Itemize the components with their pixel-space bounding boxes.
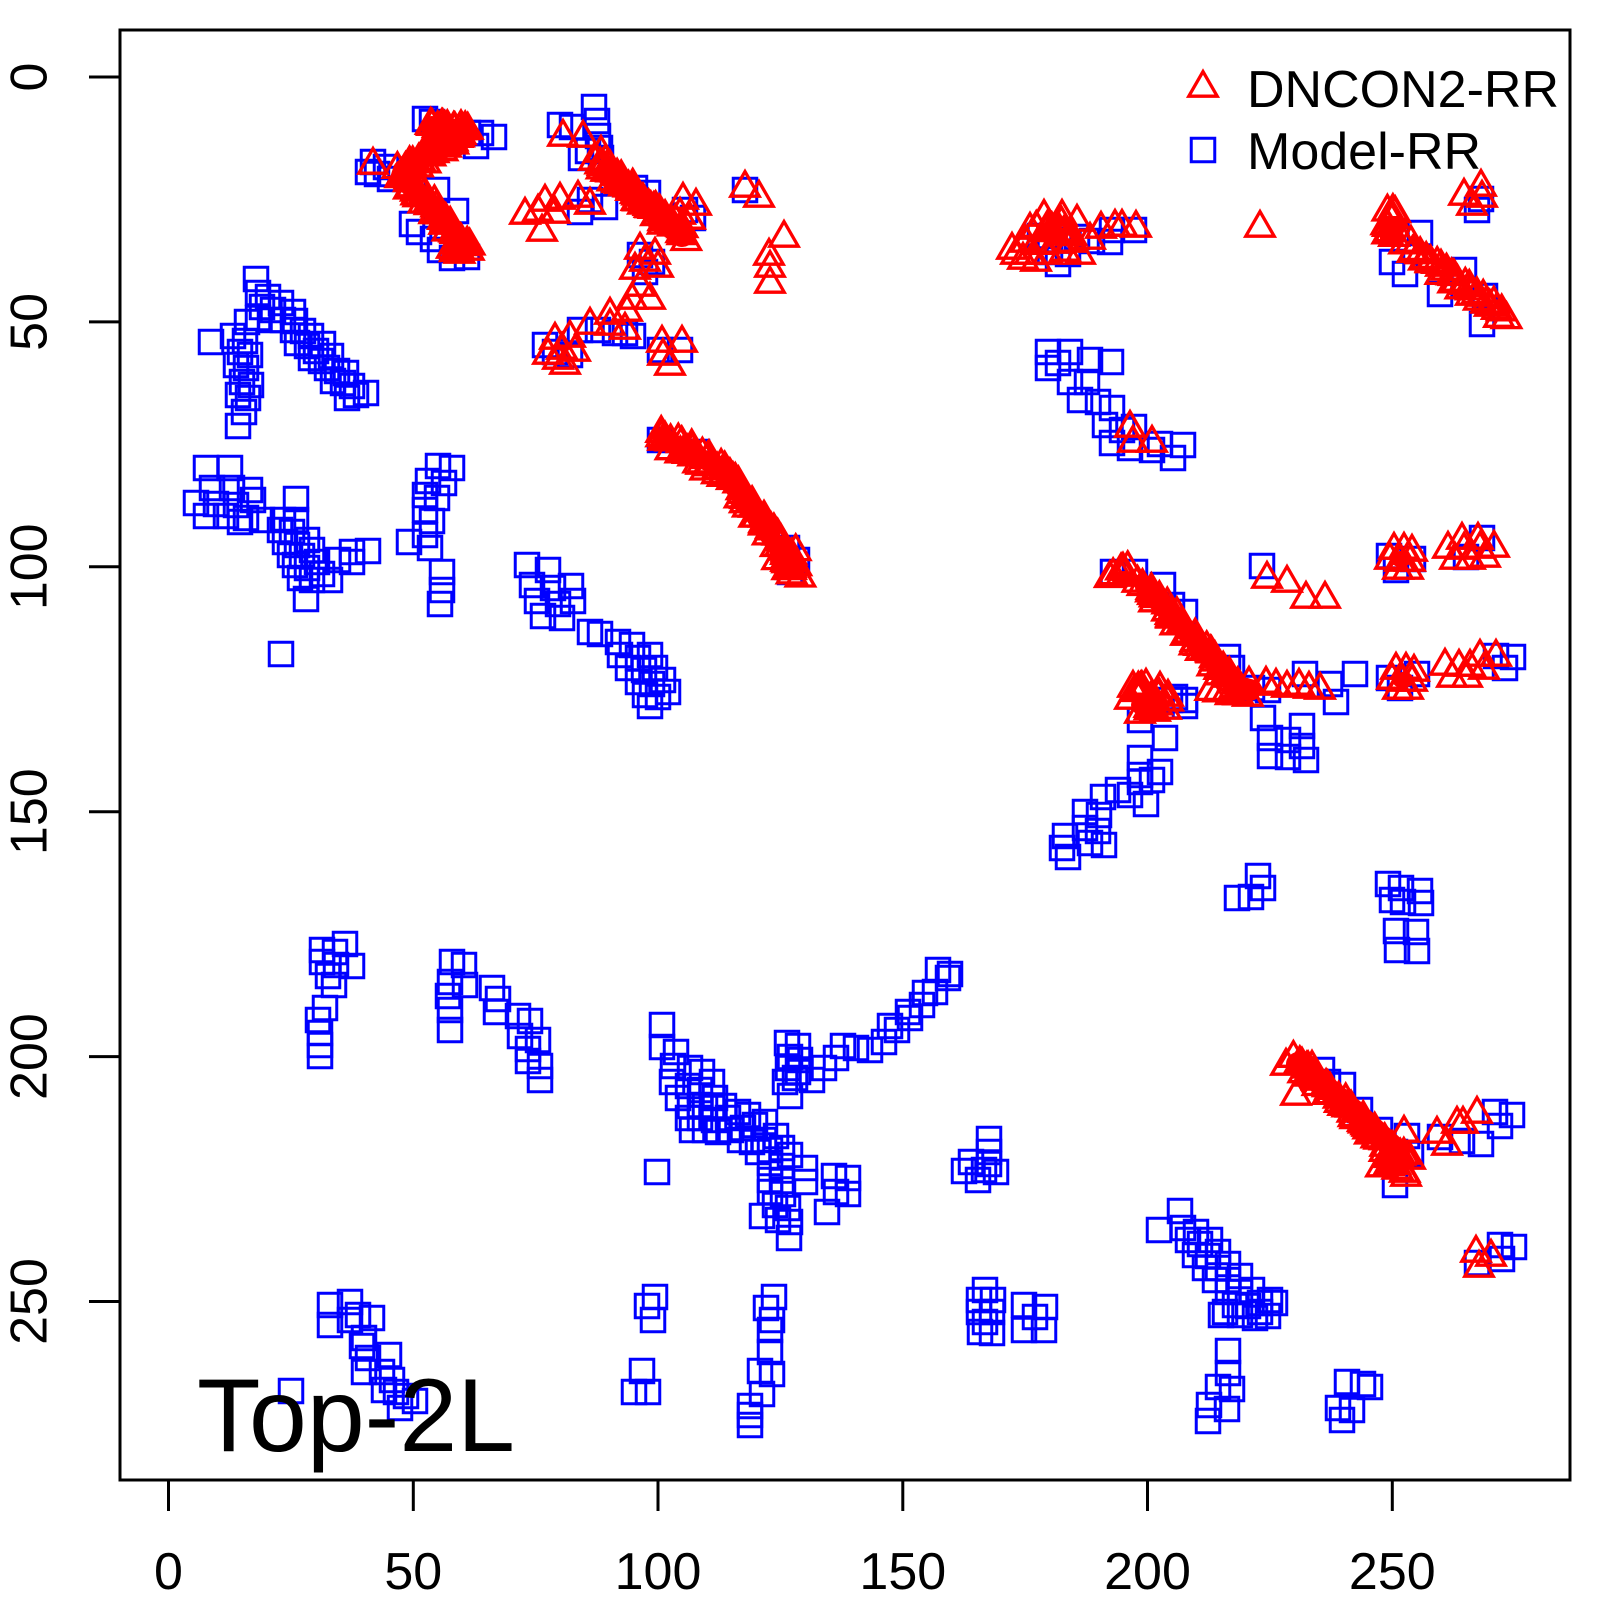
svg-text:Model-RR: Model-RR [1247,123,1481,181]
svg-text:50: 50 [1,293,59,351]
svg-text:0: 0 [154,1543,183,1600]
svg-text:250: 250 [1349,1543,1436,1600]
svg-text:0: 0 [1,63,59,92]
svg-text:150: 150 [859,1543,946,1600]
svg-text:Top-2L: Top-2L [197,1358,515,1474]
svg-text:250: 250 [1,1258,59,1345]
svg-text:50: 50 [384,1543,442,1600]
svg-text:100: 100 [1,523,59,610]
svg-text:200: 200 [1104,1543,1191,1600]
svg-text:200: 200 [1,1013,59,1100]
svg-text:150: 150 [1,768,59,855]
svg-text:100: 100 [615,1543,702,1600]
svg-text:DNCON2-RR: DNCON2-RR [1247,61,1559,119]
